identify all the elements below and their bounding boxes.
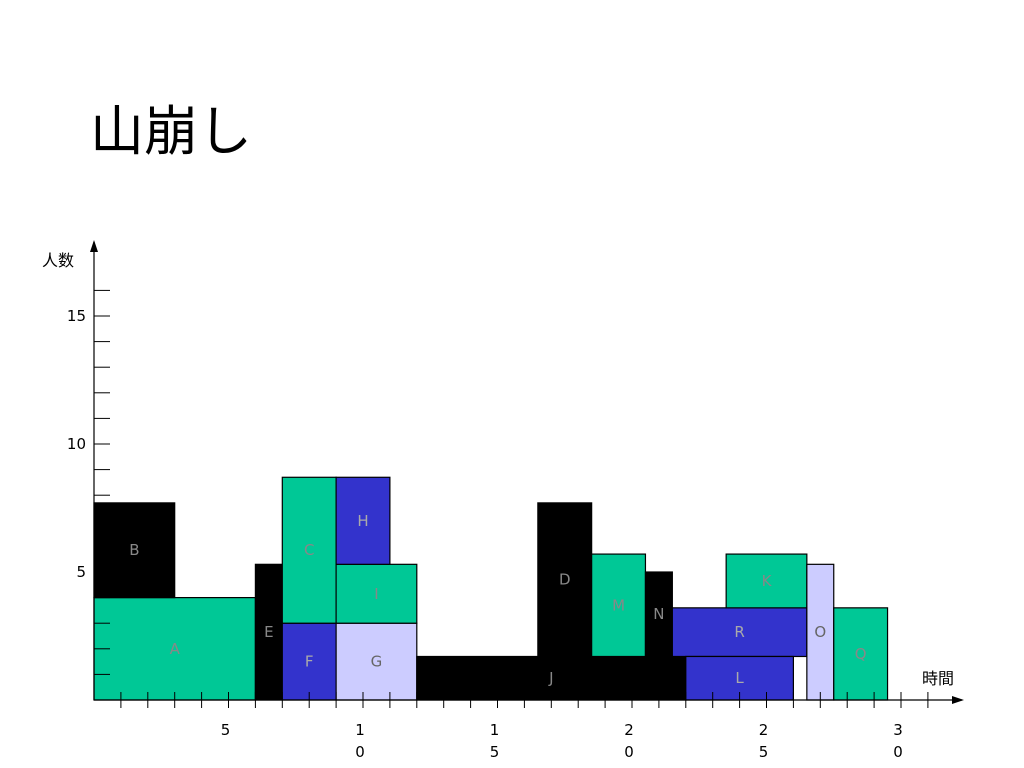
task-label-i: I	[374, 585, 378, 603]
task-label-j: J	[548, 669, 553, 687]
task-bar-d	[537, 502, 593, 658]
x-axis-label: 時間	[922, 669, 954, 688]
x-tick-label-line: 2	[624, 721, 634, 739]
task-bar-o	[806, 563, 835, 701]
task-label-l: L	[735, 669, 744, 687]
task-label-c: C	[304, 541, 314, 559]
x-tick-label-line: 2	[759, 721, 769, 739]
task-bar-n	[644, 571, 673, 658]
x-tick-label-line: 0	[355, 743, 365, 761]
task-label-r: R	[734, 623, 744, 641]
task-label-f: F	[305, 653, 314, 671]
task-label-m: M	[612, 596, 625, 614]
task-label-d: D	[559, 571, 571, 589]
slide-title: 山崩し	[90, 100, 252, 163]
task-bar-c	[281, 476, 337, 624]
task-label-n: N	[653, 605, 664, 623]
task-bars: A B E F C G I H J D M N R L K O Q	[93, 476, 889, 701]
x-axis-arrow	[952, 696, 964, 704]
x-tick-label-line: 0	[624, 743, 634, 761]
x-tick-label: 5	[221, 721, 231, 739]
task-label-h: H	[357, 512, 368, 530]
task-label-k: K	[762, 572, 773, 590]
x-tick-label-line: 1	[490, 721, 500, 739]
y-tick-label: 15	[67, 307, 86, 325]
task-label-o: O	[814, 623, 826, 641]
task-label-g: G	[371, 653, 383, 671]
x-tick-label-line: 5	[759, 743, 769, 761]
task-label-e: E	[264, 623, 273, 641]
task-label-a: A	[170, 640, 181, 658]
task-bar-e	[254, 563, 283, 701]
task-bar-a	[93, 596, 256, 701]
x-tick-label-line: 1	[355, 721, 365, 739]
task-label-b: B	[129, 541, 139, 559]
x-tick-label-line: 0	[893, 743, 903, 761]
task-bar-i	[335, 563, 418, 624]
task-bar-r	[671, 607, 808, 658]
task-bar-m	[591, 553, 647, 658]
x-tick-label-line: 5	[221, 721, 231, 739]
x-tick-label-line: 3	[893, 721, 903, 739]
y-tick-label: 10	[67, 435, 86, 453]
y-tick-label: 5	[76, 563, 86, 581]
task-bar-q	[833, 607, 889, 701]
task-bar-h	[335, 476, 391, 565]
task-label-q: Q	[855, 645, 867, 663]
y-axis-label: 人数	[42, 251, 74, 270]
task-bar-b	[93, 502, 176, 599]
y-axis-arrow	[90, 240, 98, 252]
x-tick-label-line: 5	[490, 743, 500, 761]
task-bar-k	[725, 553, 808, 609]
